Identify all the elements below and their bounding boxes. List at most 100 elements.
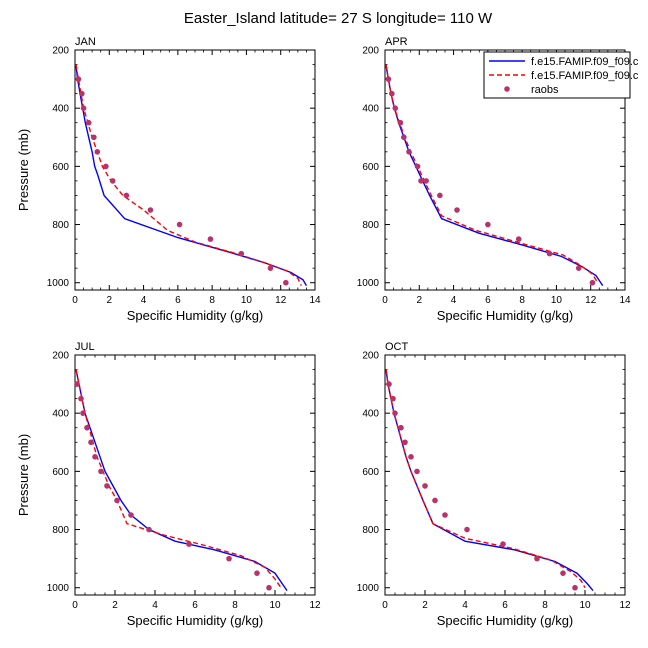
raobs-point: [84, 424, 90, 431]
y-axis-label: Pressure (mb): [16, 434, 31, 516]
x-tick-label: 4: [462, 600, 468, 611]
y-tick-label: 800: [362, 525, 379, 536]
legend: f.e15.FAMIP.f09_f09.c f.e15.FAMIP.f09_f09…: [483, 51, 639, 99]
raobs-point: [123, 192, 130, 199]
x-tick-label: 8: [232, 600, 238, 611]
raobs-point: [485, 221, 491, 228]
raobs-point: [546, 250, 553, 257]
x-tick-label: 6: [175, 295, 181, 306]
x-axis-label: Specific Humidity (g/kg): [437, 308, 574, 323]
y-tick-label: 200: [52, 46, 69, 57]
x-tick-label: 0: [72, 295, 78, 306]
legend-label: raobs: [531, 84, 559, 96]
raobs-point: [238, 250, 245, 257]
raobs-point: [266, 584, 272, 591]
y-tick-label: 400: [362, 104, 379, 115]
y-tick-label: 800: [52, 525, 69, 536]
raobs-point: [534, 555, 540, 562]
y-tick-label: 600: [52, 467, 69, 478]
raobs-point: [464, 526, 470, 533]
raobs-point: [98, 468, 104, 475]
plot-frame: [384, 354, 626, 596]
series-line-solid: [75, 64, 308, 286]
raobs-point: [176, 221, 183, 228]
raobs-point: [385, 76, 392, 82]
x-tick-label: 6: [192, 600, 198, 611]
raobs-point: [422, 483, 428, 489]
x-tick-label: 12: [309, 600, 321, 611]
x-tick-label: 4: [152, 600, 158, 611]
panel-oct: OCT 0 2 4 6 8 10 12 200 400 600 800 1000 Specific Hum…: [357, 341, 631, 628]
raobs-point: [147, 207, 154, 213]
raobs-point: [390, 395, 396, 402]
raobs-point: [401, 134, 407, 141]
raobs-point: [207, 236, 214, 242]
raobs-point: [442, 512, 448, 518]
legend-label: f.e15.FAMIP.f09_f09.c: [531, 56, 639, 68]
y-tick-label: 1000: [357, 278, 380, 289]
x-tick-label: 12: [585, 295, 597, 306]
raobs-point: [103, 163, 109, 170]
series-line-solid: [75, 369, 288, 591]
panel-jan: JAN 0 2 4 6 8 10 12 14 200 400 600 800 1000 Specific H…: [16, 36, 321, 323]
raobs-point: [146, 526, 152, 533]
raobs-point: [226, 555, 232, 562]
raobs-point: [78, 395, 84, 402]
y-tick-label: 400: [362, 409, 379, 420]
y-tick-label: 400: [52, 104, 69, 115]
series-line-dashed: [75, 369, 282, 589]
raobs-point: [454, 207, 460, 213]
x-tick-label: 10: [551, 295, 563, 306]
raobs-point: [80, 105, 87, 111]
raobs-point: [85, 119, 92, 126]
raobs-point: [589, 279, 596, 286]
y-tick-label: 200: [52, 351, 69, 362]
x-tick-label: 0: [72, 600, 78, 611]
series-line-dashed: [75, 64, 302, 286]
x-tick-label: 8: [542, 600, 548, 611]
x-tick-label: 2: [107, 295, 113, 306]
y-tick-label: 600: [52, 162, 69, 173]
x-tick-label: 4: [141, 295, 147, 306]
x-tick-label: 12: [619, 600, 631, 611]
raobs-point: [406, 149, 412, 155]
x-axis-label: Specific Humidity (g/kg): [437, 613, 574, 628]
raobs-point: [515, 236, 522, 242]
x-tick-label: 10: [269, 600, 281, 611]
raobs-point: [80, 410, 86, 416]
x-axis-label: Specific Humidity (g/kg): [127, 308, 264, 323]
series-line-solid: [385, 369, 594, 592]
raobs-point: [128, 512, 134, 518]
y-tick-label: 800: [362, 220, 379, 231]
y-tick-label: 1000: [47, 583, 70, 594]
raobs-point: [414, 163, 421, 170]
series-raobs: [385, 76, 596, 286]
x-tick-label: 6: [485, 295, 491, 306]
x-tick-label: 12: [275, 295, 287, 306]
plot-frame: [74, 354, 316, 596]
series-line-dashed: [385, 369, 586, 589]
x-axis-label: Specific Humidity (g/kg): [127, 613, 264, 628]
y-tick-label: 600: [362, 467, 379, 478]
raobs-point: [418, 178, 424, 184]
raobs-point: [414, 468, 420, 475]
x-tick-label: 14: [309, 295, 321, 306]
raobs-point: [560, 570, 566, 576]
plot-frame: [74, 49, 316, 291]
raobs-point: [572, 584, 578, 591]
x-tick-label: 0: [382, 295, 388, 306]
x-tick-label: 4: [451, 295, 457, 306]
panel-jul: JUL 0 2 4 6 8 10 12 200 400 600 800 1000 Specific Hum…: [16, 341, 321, 628]
raobs-point: [88, 439, 94, 446]
series-raobs: [75, 76, 289, 286]
x-tick-label: 2: [422, 600, 428, 611]
legend-label: f.e15.FAMIP.f09_f09.c: [531, 70, 639, 82]
y-tick-label: 200: [362, 351, 379, 362]
x-tick-label: 8: [519, 295, 525, 306]
raobs-point: [283, 279, 289, 286]
raobs-point: [423, 178, 429, 184]
panel-title: JAN: [75, 36, 96, 48]
x-tick-label: 10: [241, 295, 253, 306]
raobs-point: [389, 90, 395, 97]
